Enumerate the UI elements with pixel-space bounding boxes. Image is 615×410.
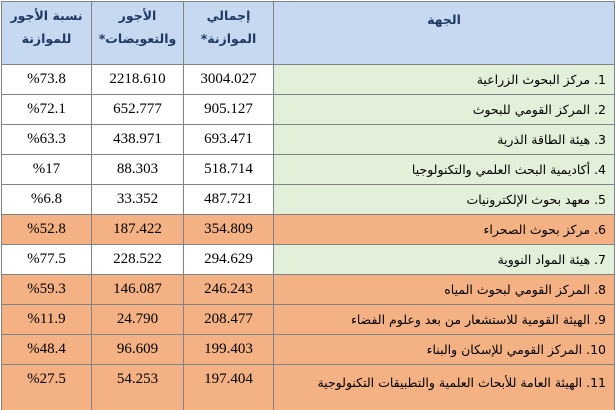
ratio-cell: %77.5 [1,244,92,275]
table-row: 4. أكاديمية البحث العلمي والتكنولوجيا 518… [1,154,615,185]
header-total-budget-line2: الموازنة* [200,31,257,46]
ratio-cell: %73.8 [1,64,92,95]
entity-name-cell: 11. الهيئة العامة للأبحاث العلمية والتطب… [273,364,615,410]
table-body: 1. مركز البحوث الزراعية 3004.027 2218.610%… [1,64,615,410]
table-row: 5. معهد بحوث الإلكترونيات 487.721 33.352 %6… [1,184,615,215]
table-header-row: الجهة إجمالي الموازنة* الأجور والتعويضات… [1,1,615,65]
header-wages-line2: والتعويضات* [98,31,177,46]
wages-cell: 146.087 [91,274,184,305]
total-budget-cell: 197.404 [183,364,274,410]
wages-cell: 96.609 [91,334,184,365]
ratio-cell: %48.4 [1,334,92,365]
wages-cell: 228.522 [91,244,184,275]
table-row: 1. مركز البحوث الزراعية 3004.027 2218.610%… [1,64,615,95]
wages-cell: 54.253 [91,364,184,410]
table-row: 10. المركز القومي للإسكان والبناء 199.403… [1,334,615,365]
table-row: 11. الهيئة العامة للأبحاث العلمية والتطب… [1,364,615,410]
wages-cell: 187.422 [91,214,184,245]
entity-name-cell: 2. المركز القومي للبحوث [273,94,615,125]
total-budget-cell: 3004.027 [183,64,274,95]
total-budget-cell: 294.629 [183,244,274,275]
ratio-cell: %17 [1,154,92,185]
table-row: 7. هيئة المواد النووية 294.629 228.522 %77.… [1,244,615,275]
ratio-cell: %59.3 [1,274,92,305]
ratio-cell: %52.8 [1,214,92,245]
total-budget-cell: 354.809 [183,214,274,245]
entity-name-cell: 10. المركز القومي للإسكان والبناء [273,334,615,365]
wages-cell: 24.790 [91,304,184,335]
entity-name-cell: 4. أكاديمية البحث العلمي والتكنولوجيا [273,154,615,185]
table-row: 2. المركز القومي للبحوث 905.127 652.777 %72… [1,94,615,125]
ratio-cell: %6.8 [1,184,92,215]
wages-cell: 652.777 [91,94,184,125]
header-ratio-line2: للموازنة [21,31,72,46]
ratio-cell: %27.5 [1,364,92,410]
wages-cell: 33.352 [91,184,184,215]
header-total-budget-line1: إجمالي [206,8,251,23]
ratio-cell: %63.3 [1,124,92,155]
entity-name-cell: 8. المركز القومي لبحوث المياه [273,274,615,305]
entity-name-cell: 6. مركز بحوث الصحراء [273,214,615,245]
ratio-cell: %72.1 [1,94,92,125]
entity-name-cell: 7. هيئة المواد النووية [273,244,615,275]
total-budget-cell: 518.714 [183,154,274,185]
total-budget-cell: 693.471 [183,124,274,155]
header-wages-line1: الأجور [118,8,157,23]
entity-name-cell: 3. هيئة الطاقة الذرية [273,124,615,155]
table-row: 9. الهيئة القومية للاستشعار من بعد وعلوم… [1,304,615,335]
total-budget-cell: 199.403 [183,334,274,365]
total-budget-cell: 905.127 [183,94,274,125]
table-row: 6. مركز بحوث الصحراء 354.809 187.422 %52.8 [1,214,615,245]
header-total-budget: إجمالي الموازنة* [183,1,274,65]
wages-cell: 88.303 [91,154,184,185]
wages-cell: 2218.610 [91,64,184,95]
header-ratio-line1: نسبة الأجور [10,8,83,23]
wages-cell: 438.971 [91,124,184,155]
total-budget-cell: 208.477 [183,304,274,335]
total-budget-cell: 246.243 [183,274,274,305]
table-row: 8. المركز القومي لبحوث المياه 246.243 146.… [1,274,615,305]
entity-name-cell: 9. الهيئة القومية للاستشعار من بعد وعلوم… [273,304,615,335]
ratio-cell: %11.9 [1,304,92,335]
header-wages: الأجور والتعويضات* [91,1,184,65]
table-row: 3. هيئة الطاقة الذرية 693.471 438.971 %63.3 [1,124,615,155]
total-budget-cell: 487.721 [183,184,274,215]
entity-name-cell: 1. مركز البحوث الزراعية [273,64,615,95]
entity-name-cell: 5. معهد بحوث الإلكترونيات [273,184,615,215]
header-entity: الجهة [273,1,615,65]
header-ratio: نسبة الأجور للموازنة [1,1,92,65]
